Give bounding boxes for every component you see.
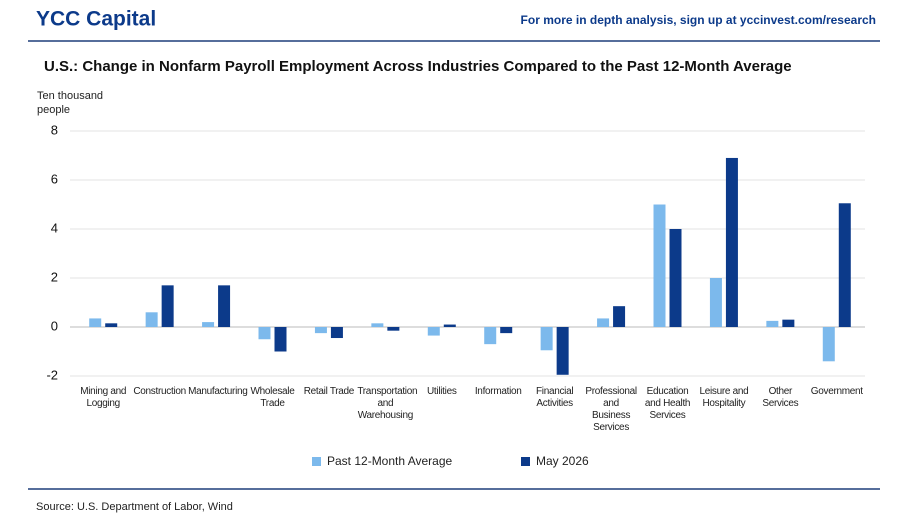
bar bbox=[202, 322, 215, 327]
bar bbox=[387, 327, 400, 331]
bar bbox=[161, 285, 174, 327]
bar bbox=[314, 327, 327, 334]
x-tick-label: Retail Trade bbox=[303, 386, 355, 397]
x-tick-label: Mining and Logging bbox=[80, 386, 127, 409]
x-tick-label: Other Services bbox=[762, 386, 799, 409]
bar bbox=[822, 327, 835, 362]
x-tick-label: Utilities bbox=[427, 386, 457, 397]
bar bbox=[540, 327, 553, 351]
bar bbox=[105, 323, 118, 327]
x-tick-label: Construction bbox=[133, 386, 186, 397]
y-tick-label: 6 bbox=[51, 171, 58, 186]
bar bbox=[709, 278, 722, 327]
x-tick-label: Education and Health Services bbox=[644, 386, 691, 421]
bar bbox=[443, 324, 456, 327]
legend-label: May 2026 bbox=[536, 454, 589, 468]
bar bbox=[484, 327, 497, 345]
bar bbox=[556, 327, 569, 375]
header-note: For more in depth analysis, sign up at y… bbox=[521, 13, 876, 27]
bar bbox=[613, 306, 626, 327]
bar bbox=[669, 229, 682, 327]
x-tick-label: Wholesale Trade bbox=[250, 386, 295, 409]
bar bbox=[500, 327, 513, 334]
bar bbox=[597, 318, 610, 327]
y-tick-label: 2 bbox=[51, 269, 58, 284]
bar bbox=[258, 327, 271, 340]
x-tick-label: Manufacturing bbox=[188, 386, 248, 397]
y-tick-label: 4 bbox=[51, 220, 58, 235]
source: Source: U.S. Department of Labor, Wind bbox=[36, 501, 233, 513]
x-tick-label: Leisure and Hospitality bbox=[699, 386, 749, 409]
x-tick-label: Professional and Business Services bbox=[585, 386, 637, 433]
bar bbox=[218, 285, 231, 327]
bar bbox=[330, 327, 343, 339]
legend-swatch bbox=[521, 457, 530, 466]
bar bbox=[782, 319, 795, 327]
y-tick-label: 0 bbox=[51, 318, 58, 333]
y-tick-label: -2 bbox=[46, 367, 58, 382]
bar bbox=[427, 327, 440, 336]
legend-label: Past 12-Month Average bbox=[327, 454, 453, 468]
bar bbox=[838, 203, 851, 327]
legend-swatch bbox=[312, 457, 321, 466]
brand: YCC Capital bbox=[36, 8, 156, 31]
bar bbox=[89, 318, 102, 327]
bar bbox=[725, 157, 738, 327]
bar bbox=[274, 327, 287, 352]
x-tick-label: Information bbox=[474, 386, 522, 397]
bar bbox=[766, 320, 779, 327]
chart-title: U.S.: Change in Nonfarm Payroll Employme… bbox=[44, 58, 792, 75]
bar bbox=[653, 204, 666, 327]
bar bbox=[371, 323, 384, 327]
y-tick-label: 8 bbox=[51, 122, 58, 137]
y-axis-label: Ten thousand people bbox=[37, 90, 104, 116]
x-tick-label: Financial Activities bbox=[535, 386, 574, 409]
x-tick-label: Transportation and Warehousing bbox=[357, 386, 418, 421]
bar bbox=[145, 312, 158, 327]
x-tick-label: Government bbox=[810, 386, 863, 397]
